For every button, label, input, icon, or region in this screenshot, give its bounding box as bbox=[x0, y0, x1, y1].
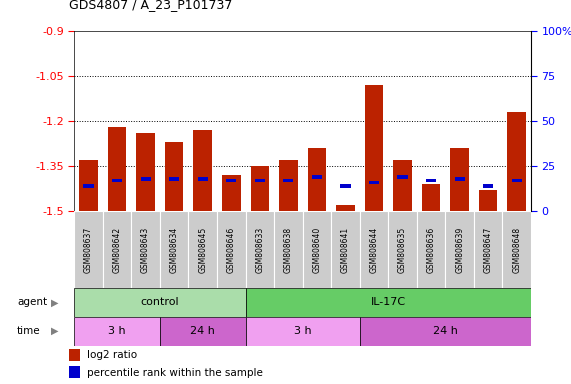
FancyBboxPatch shape bbox=[274, 211, 303, 288]
FancyBboxPatch shape bbox=[360, 211, 388, 288]
Text: 3 h: 3 h bbox=[108, 326, 126, 336]
Bar bbox=[365, 85, 383, 211]
Bar bbox=[422, 184, 440, 211]
Bar bbox=[251, 166, 269, 211]
Bar bbox=[512, 179, 522, 182]
Bar bbox=[136, 133, 155, 211]
Text: GSM808647: GSM808647 bbox=[484, 227, 493, 273]
FancyBboxPatch shape bbox=[474, 211, 502, 288]
FancyBboxPatch shape bbox=[360, 317, 531, 346]
Text: GSM808644: GSM808644 bbox=[369, 227, 379, 273]
Text: GSM808648: GSM808648 bbox=[512, 227, 521, 273]
FancyBboxPatch shape bbox=[246, 317, 360, 346]
FancyBboxPatch shape bbox=[445, 211, 474, 288]
Text: GSM808634: GSM808634 bbox=[170, 227, 179, 273]
FancyBboxPatch shape bbox=[74, 317, 160, 346]
Bar bbox=[108, 127, 126, 211]
Bar bbox=[255, 179, 265, 182]
Text: GSM808641: GSM808641 bbox=[341, 227, 350, 273]
Text: ▶: ▶ bbox=[50, 326, 58, 336]
Text: GSM808638: GSM808638 bbox=[284, 227, 293, 273]
Bar bbox=[226, 179, 236, 182]
Text: control: control bbox=[140, 297, 179, 308]
FancyBboxPatch shape bbox=[502, 211, 531, 288]
Bar bbox=[222, 175, 240, 211]
Bar bbox=[426, 179, 436, 182]
Bar bbox=[369, 180, 379, 184]
FancyBboxPatch shape bbox=[388, 211, 417, 288]
FancyBboxPatch shape bbox=[303, 211, 331, 288]
Bar bbox=[112, 179, 122, 182]
Bar bbox=[283, 179, 293, 182]
Text: log2 ratio: log2 ratio bbox=[87, 350, 137, 360]
Bar bbox=[393, 160, 412, 211]
Text: time: time bbox=[17, 326, 41, 336]
Bar bbox=[165, 142, 183, 211]
FancyBboxPatch shape bbox=[103, 211, 131, 288]
Bar bbox=[79, 160, 98, 211]
Text: GSM808645: GSM808645 bbox=[198, 227, 207, 273]
FancyBboxPatch shape bbox=[217, 211, 246, 288]
FancyBboxPatch shape bbox=[246, 288, 531, 317]
Bar bbox=[169, 177, 179, 180]
Bar bbox=[479, 190, 497, 211]
Bar bbox=[69, 366, 80, 379]
Text: percentile rank within the sample: percentile rank within the sample bbox=[87, 367, 263, 377]
Bar bbox=[340, 184, 351, 188]
Text: GSM808642: GSM808642 bbox=[112, 227, 122, 273]
FancyBboxPatch shape bbox=[131, 211, 160, 288]
Bar bbox=[508, 112, 526, 211]
Bar bbox=[69, 349, 80, 361]
FancyBboxPatch shape bbox=[331, 211, 360, 288]
Text: ▶: ▶ bbox=[50, 297, 58, 308]
Bar bbox=[308, 148, 326, 211]
Text: 24 h: 24 h bbox=[433, 326, 458, 336]
Text: GSM808643: GSM808643 bbox=[141, 227, 150, 273]
Bar bbox=[140, 177, 151, 180]
Text: GSM808640: GSM808640 bbox=[312, 227, 321, 273]
Text: GSM808633: GSM808633 bbox=[255, 227, 264, 273]
Bar bbox=[83, 184, 94, 188]
Bar bbox=[451, 148, 469, 211]
Text: 24 h: 24 h bbox=[190, 326, 215, 336]
FancyBboxPatch shape bbox=[246, 211, 274, 288]
Bar bbox=[455, 177, 465, 180]
Bar bbox=[312, 175, 322, 179]
FancyBboxPatch shape bbox=[74, 288, 246, 317]
Text: 3 h: 3 h bbox=[294, 326, 311, 336]
FancyBboxPatch shape bbox=[160, 211, 188, 288]
Text: GSM808636: GSM808636 bbox=[427, 227, 436, 273]
Text: GDS4807 / A_23_P101737: GDS4807 / A_23_P101737 bbox=[69, 0, 232, 12]
Text: IL-17C: IL-17C bbox=[371, 297, 406, 308]
Bar bbox=[336, 205, 355, 211]
Text: GSM808639: GSM808639 bbox=[455, 227, 464, 273]
Text: GSM808637: GSM808637 bbox=[84, 227, 93, 273]
Bar bbox=[198, 177, 208, 180]
Text: agent: agent bbox=[17, 297, 47, 308]
FancyBboxPatch shape bbox=[417, 211, 445, 288]
FancyBboxPatch shape bbox=[188, 211, 217, 288]
FancyBboxPatch shape bbox=[160, 317, 246, 346]
FancyBboxPatch shape bbox=[74, 211, 103, 288]
Bar bbox=[279, 160, 297, 211]
Bar bbox=[194, 130, 212, 211]
Bar bbox=[483, 184, 493, 188]
Text: GSM808646: GSM808646 bbox=[227, 227, 236, 273]
Text: GSM808635: GSM808635 bbox=[398, 227, 407, 273]
Bar bbox=[397, 175, 408, 179]
